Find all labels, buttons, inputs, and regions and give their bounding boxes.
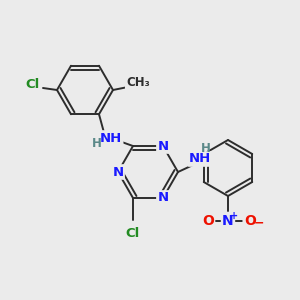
Text: NH: NH	[189, 152, 211, 166]
Text: O: O	[202, 214, 214, 228]
Text: N: N	[112, 166, 124, 178]
Text: N: N	[158, 140, 169, 152]
Text: O: O	[244, 214, 256, 228]
Text: Cl: Cl	[26, 79, 40, 92]
Text: Cl: Cl	[126, 227, 140, 241]
Text: NH: NH	[100, 131, 122, 145]
Text: N: N	[222, 214, 234, 228]
Text: H: H	[92, 136, 102, 149]
Text: −: −	[254, 217, 264, 230]
Text: +: +	[230, 211, 238, 221]
Text: CH₃: CH₃	[126, 76, 150, 89]
Text: N: N	[158, 191, 169, 205]
Text: H: H	[201, 142, 211, 154]
